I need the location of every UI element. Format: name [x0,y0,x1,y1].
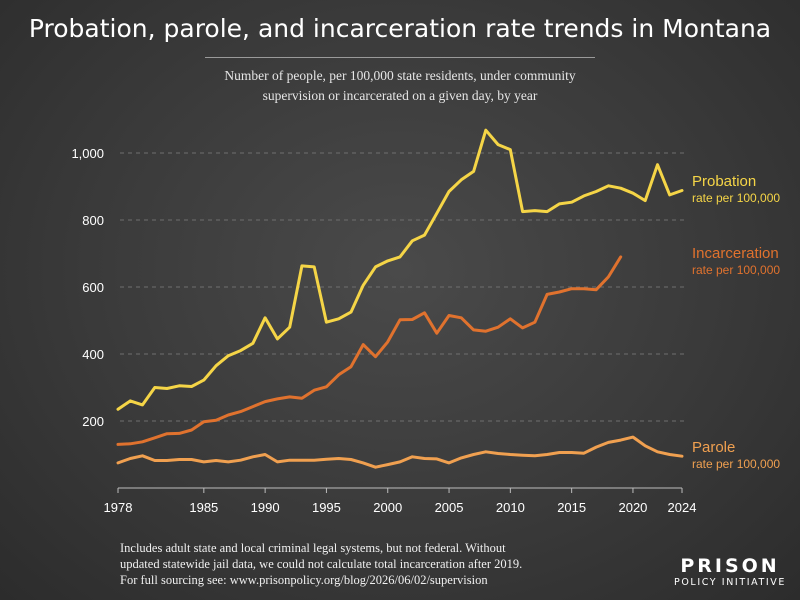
x-tick-label: 1978 [104,500,133,515]
chart-title: Probation, parole, and incarceration rat… [28,14,772,43]
x-tick-label: 2005 [435,500,464,515]
logo-line-1: PRISON [680,555,780,577]
x-tick-label: 2015 [557,500,586,515]
series-label-incarceration: Incarceration [692,245,779,262]
y-tick-label: 1,000 [71,146,104,161]
x-tick-label: 2020 [618,500,647,515]
logo-line-2: POLICY INITIATIVE [674,577,786,588]
series-line-incarceration [116,255,623,446]
title-divider [205,57,595,58]
chart-subtitle: Number of people, per 100,000 state resi… [150,66,650,106]
footnote-line-3: For full sourcing see: www.prisonpolicy.… [120,573,488,587]
x-tick-label: 1985 [189,500,218,515]
y-tick-label: 800 [82,213,104,228]
series-sublabel-probation: rate per 100,000 [692,191,780,205]
subtitle-line-2: supervision or incarcerated on a given d… [262,88,538,103]
x-tick-label: 2000 [373,500,402,515]
x-tick-label: 2024 [668,500,697,515]
series-sublabel-incarceration: rate per 100,000 [692,263,780,277]
y-tick-label: 600 [82,280,104,295]
x-tick-label: 1995 [312,500,341,515]
series-label-parole: Parole [692,439,735,456]
y-tick-label: 200 [82,414,104,429]
y-tick-label: 400 [82,347,104,362]
series-sublabel-parole: rate per 100,000 [692,457,780,471]
footnote: Includes adult state and local criminal … [120,540,590,588]
series-line-parole [116,435,684,469]
series-line-probation [116,128,684,411]
prison-policy-logo: PRISON POLICY INITIATIVE [674,555,786,588]
footnote-line-2: updated statewide jail data, we could no… [120,557,523,571]
x-tick-label: 1990 [251,500,280,515]
series-label-probation: Probation [692,173,756,190]
footnote-line-1: Includes adult state and local criminal … [120,541,506,555]
subtitle-line-1: Number of people, per 100,000 state resi… [224,68,576,83]
x-tick-label: 2010 [496,500,525,515]
